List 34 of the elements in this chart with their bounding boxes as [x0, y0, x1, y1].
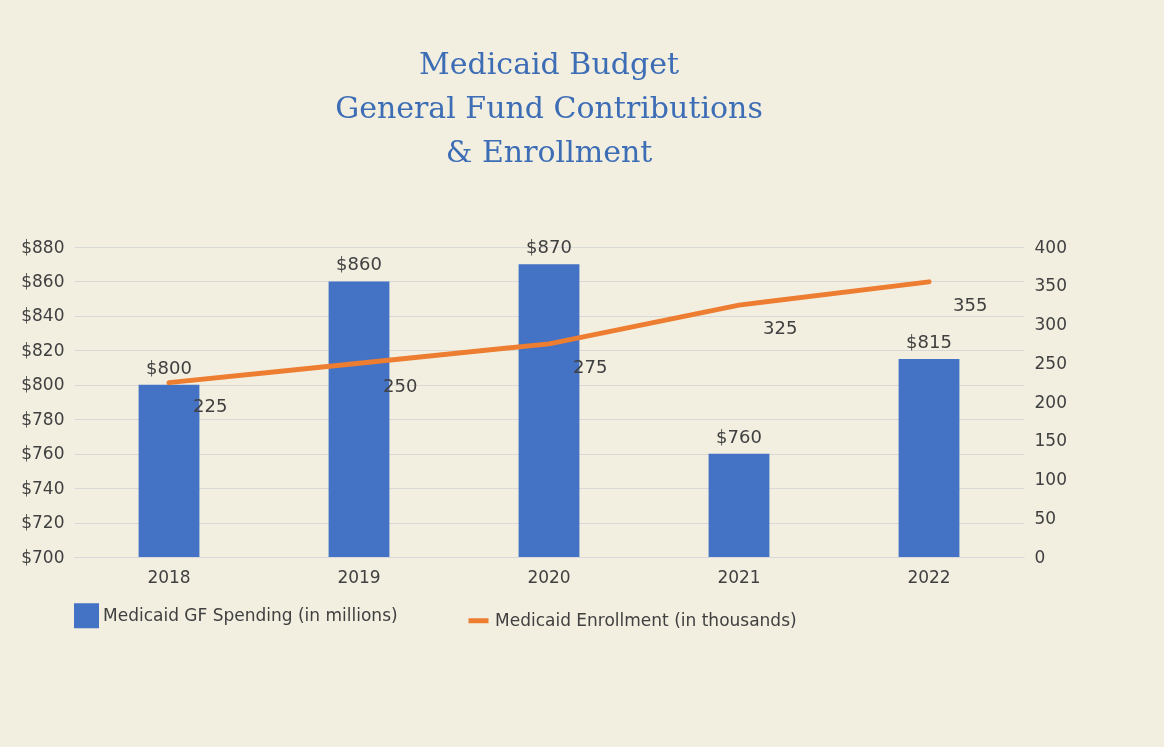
y2-tick-label: 50: [1034, 507, 1057, 528]
y-tick-label: $760: [21, 443, 65, 464]
x-tick-label: 2021: [717, 566, 761, 587]
y2-tick-label: 200: [1034, 391, 1067, 412]
y-tick-label: $840: [21, 305, 65, 326]
chart-title: Medicaid Budget General Fund Contributions & Enrollment: [335, 46, 763, 169]
y-tick-label: $720: [21, 512, 65, 533]
y2-tick-label: 350: [1034, 275, 1067, 296]
legend-label: Medicaid GF Spending (in millions): [103, 604, 398, 625]
x-tick-label: 2018: [147, 566, 191, 587]
x-tick-label: 2020: [527, 566, 571, 587]
data-label: 325: [763, 317, 798, 339]
y-tick-label: $880: [21, 236, 65, 257]
y2-tick-label: 150: [1034, 430, 1067, 451]
y2-tick-label: 400: [1034, 236, 1067, 257]
legend-label: Medicaid Enrollment (in thousands): [495, 609, 797, 630]
data-label: $860: [336, 253, 382, 275]
data-label: $870: [526, 236, 572, 258]
data-label: $760: [716, 425, 762, 447]
y-tick-label: $860: [21, 270, 65, 291]
y-tick-label: $700: [21, 546, 65, 567]
data-label: 355: [953, 293, 988, 315]
y-tick-label: $800: [21, 374, 65, 395]
x-tick-label: 2019: [337, 566, 381, 587]
y-tick-label: $740: [21, 477, 65, 498]
y-tick-label: $780: [21, 408, 65, 429]
y2-tick-label: 100: [1034, 469, 1067, 489]
y2-tick-label: 250: [1034, 352, 1067, 373]
y2-tick-label: 300: [1034, 314, 1067, 334]
data-label: $815: [906, 330, 952, 352]
data-label: $800: [146, 356, 192, 378]
y2-tick-label: 0: [1034, 546, 1046, 567]
x-tick-label: 2022: [907, 566, 951, 587]
y-tick-label: $820: [21, 339, 65, 360]
